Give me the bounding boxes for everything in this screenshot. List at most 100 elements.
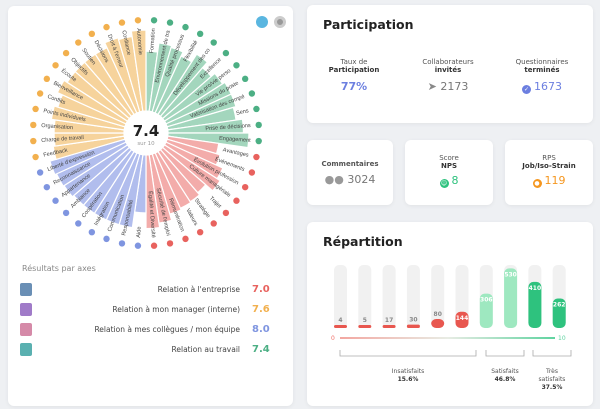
stat-label: Taux de xyxy=(340,58,368,66)
bar-value-label: 5 xyxy=(363,317,367,324)
bar-value-label: 17 xyxy=(385,317,393,324)
stat-value: 77% xyxy=(340,80,368,93)
done-stat: Questionnaires terminés ✓ 1673 xyxy=(497,58,587,94)
radial-bar[interactable] xyxy=(56,79,129,125)
group-label: Satisfaits xyxy=(491,368,519,375)
segment-label: Engagement xyxy=(219,136,252,144)
segment-dot xyxy=(253,105,260,113)
radial-bar[interactable] xyxy=(52,135,126,161)
stat-label-bold: Participation xyxy=(328,66,380,74)
nps-label-bold: NPS xyxy=(440,162,458,170)
scale-max: 10 xyxy=(558,335,566,342)
axis-row-manager: Relation à mon manager (interne) 7.6 xyxy=(20,301,272,317)
bar-4[interactable] xyxy=(406,324,420,328)
group-label: Insatisfaits xyxy=(392,368,424,375)
segment-dot xyxy=(182,23,189,31)
participation-rate: Taux de Participation 77% xyxy=(309,58,399,93)
score-center xyxy=(125,112,167,154)
segment-dot xyxy=(150,242,158,249)
segment-label: Formation xyxy=(149,28,157,54)
group-percent: 15.6% xyxy=(398,376,419,383)
rps-label: RPS xyxy=(542,154,556,162)
group-percent: 46.8% xyxy=(495,376,516,383)
axis-value: 7.6 xyxy=(252,303,270,315)
bar-value-label: 4 xyxy=(338,317,342,324)
bar-6[interactable] xyxy=(455,311,469,328)
overall-score: 7.4 xyxy=(133,122,160,140)
radial-bar[interactable] xyxy=(165,93,237,128)
radial-results-card: Formation Environnement de tra Qualité pro… xyxy=(8,6,293,406)
radial-bar[interactable] xyxy=(130,29,147,112)
segment-label: Sens xyxy=(236,108,250,117)
segment-dot xyxy=(182,235,189,243)
bar-track xyxy=(358,265,372,328)
comments-icon: ●● xyxy=(324,173,348,186)
repartition-card: Répartition 4 5 17 30 80 144 306 530 410 262 0 10 In… xyxy=(307,222,593,406)
bar-value-label: 144 xyxy=(456,315,469,322)
chart-view-icon[interactable] xyxy=(256,16,268,28)
segment-dot xyxy=(118,19,126,26)
segment-label: Autonomie xyxy=(135,28,143,55)
segment-dot xyxy=(30,121,37,129)
segment-dot xyxy=(52,62,59,69)
segment-dot xyxy=(134,242,142,249)
participation-card: Participation Taux de Participation 77% Co… xyxy=(307,5,593,123)
segment-dot xyxy=(255,137,262,145)
scale-line xyxy=(340,337,555,339)
radial-bar[interactable] xyxy=(151,46,184,114)
stat-label: Collaborateurs xyxy=(422,58,474,66)
bar-value-label: 306 xyxy=(480,297,493,304)
segment-label: Charge de travail xyxy=(41,135,84,144)
segment-label: Aide xyxy=(136,226,143,238)
bar-8[interactable] xyxy=(504,268,518,328)
segment-dot xyxy=(75,220,82,227)
bar-3[interactable] xyxy=(382,325,396,328)
segment-dot xyxy=(241,183,249,191)
rps-card[interactable]: RPS Job/Iso-Strain ● 119 xyxy=(505,140,593,205)
bar-value-label: 410 xyxy=(529,285,542,292)
group-label: satisfaits xyxy=(539,376,566,383)
nps-card[interactable]: Score NPS ☺ 8 xyxy=(405,140,493,205)
radial-bar[interactable] xyxy=(148,42,173,113)
radial-bar[interactable] xyxy=(161,144,222,192)
segment-dot xyxy=(210,39,217,46)
bar-track xyxy=(431,265,445,328)
radial-bar[interactable] xyxy=(50,105,126,131)
settings-icon[interactable] xyxy=(274,16,286,28)
radial-bar[interactable] xyxy=(157,53,209,118)
bar-7[interactable] xyxy=(479,293,493,328)
segment-dot xyxy=(32,105,39,113)
axis-row-travail: Relation au travail 7.4 xyxy=(20,341,272,357)
bar-9[interactable] xyxy=(528,281,542,328)
segment-dot xyxy=(36,90,44,97)
segment-dot xyxy=(196,30,204,38)
axis-value: 7.4 xyxy=(252,343,270,355)
check-circle-icon: ✓ xyxy=(522,85,531,94)
rps-value: 119 xyxy=(544,174,566,187)
bar-5[interactable] xyxy=(431,319,445,328)
segment-dot xyxy=(150,17,158,24)
segment-dot xyxy=(103,235,110,243)
bar-track xyxy=(334,265,347,328)
radial-bar[interactable] xyxy=(103,36,141,114)
radial-bar[interactable] xyxy=(145,154,161,230)
segment-dot xyxy=(222,209,230,217)
axes-title: Résultats par axes xyxy=(22,264,96,273)
axis-value: 7.0 xyxy=(252,283,270,295)
segment-dot xyxy=(88,228,96,236)
user-icon: ● xyxy=(532,179,542,188)
group-bracket xyxy=(339,350,477,357)
radial-bar[interactable] xyxy=(49,138,127,176)
axis-row-entreprise: Relation à l'entreprise 7.0 xyxy=(20,281,272,297)
segment-dot xyxy=(103,23,110,31)
radial-bar[interactable] xyxy=(167,132,250,149)
bar-10[interactable] xyxy=(552,298,566,328)
bar-2[interactable] xyxy=(358,325,372,328)
bar-value-label: 80 xyxy=(434,311,442,318)
bar-1[interactable] xyxy=(334,325,347,328)
comments-card[interactable]: Commentaires ●● 3024 xyxy=(307,140,393,205)
comments-value: 3024 xyxy=(347,173,376,186)
stat-value: 2173 xyxy=(440,80,469,93)
group-percent: 37.5% xyxy=(542,384,563,391)
